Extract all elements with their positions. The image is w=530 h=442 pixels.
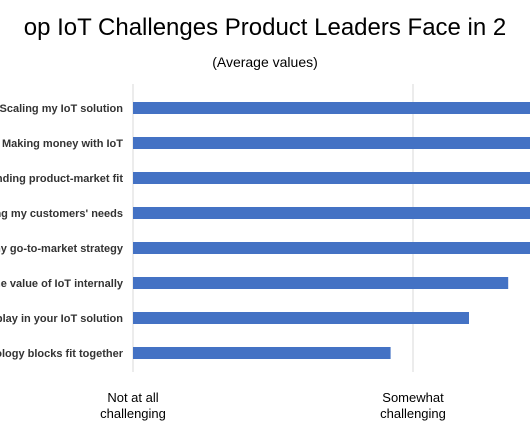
chart-title: op IoT Challenges Product Leaders Face i…	[23, 14, 507, 41]
bar	[133, 172, 530, 184]
bar	[133, 347, 391, 359]
category-label: he value of IoT internally	[0, 278, 124, 290]
category-label: Making money with IoT	[2, 138, 123, 150]
category-label: Scaling my IoT solution	[0, 103, 123, 115]
x-tick-label: Somewhat challenging	[380, 390, 446, 421]
bar	[133, 102, 530, 114]
bar	[133, 242, 530, 254]
category-label: ling my customers' needs	[0, 208, 123, 220]
category-label: nology blocks fit together	[0, 348, 124, 360]
category-label: my go-to-market strategy	[0, 243, 124, 255]
bar	[133, 137, 530, 149]
chart-subtitle: (Average values)	[212, 54, 318, 70]
x-tick-label: Not at all challenging	[100, 390, 166, 421]
category-label: play in your IoT solution	[0, 313, 123, 325]
bar	[133, 277, 509, 289]
bar	[133, 312, 469, 324]
bar	[133, 207, 530, 219]
category-label: nding product-market fit	[0, 173, 123, 185]
